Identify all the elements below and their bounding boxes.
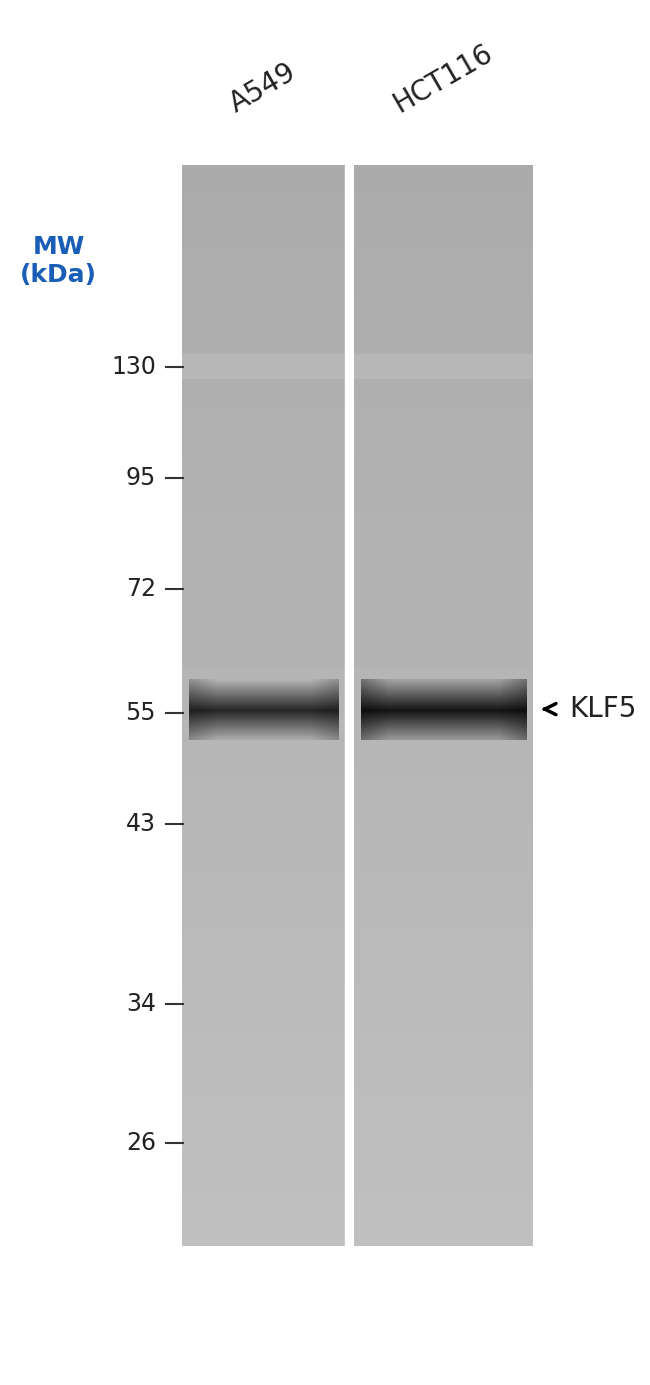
Text: 95: 95 (125, 465, 156, 490)
Text: 55: 55 (125, 701, 156, 726)
Text: 130: 130 (111, 355, 156, 379)
Text: 72: 72 (126, 576, 156, 601)
Text: KLF5: KLF5 (569, 695, 636, 723)
Text: A549: A549 (225, 57, 302, 118)
Text: 34: 34 (126, 992, 156, 1017)
Text: 26: 26 (126, 1130, 156, 1155)
Text: MW
(kDa): MW (kDa) (20, 235, 97, 287)
Bar (344, 166, 352, 1246)
Text: 43: 43 (126, 812, 156, 837)
Text: HCT116: HCT116 (389, 39, 498, 118)
